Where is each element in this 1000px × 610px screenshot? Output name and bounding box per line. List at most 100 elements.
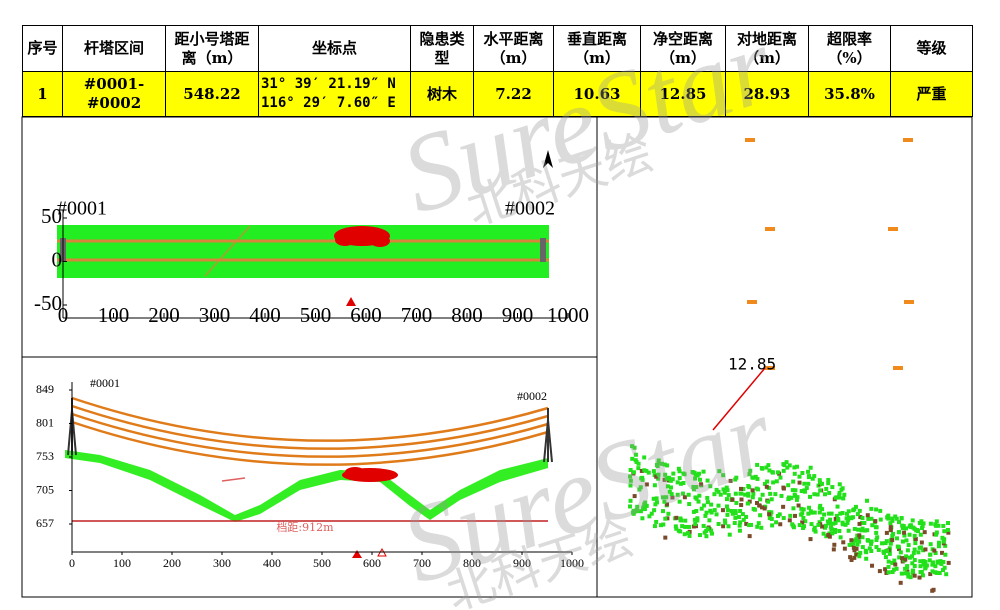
y-tick-label: 657 <box>36 516 54 530</box>
cloud-point <box>851 541 856 546</box>
cloud-point <box>643 500 648 505</box>
cloud-point <box>898 550 903 555</box>
cloud-point <box>759 466 764 471</box>
cloud-point <box>628 504 633 509</box>
cloud-point <box>840 486 845 491</box>
cloud-point <box>695 516 700 521</box>
cloud-point <box>668 485 673 490</box>
cloud-point <box>846 517 851 522</box>
cloud-point <box>826 481 831 486</box>
cloud-point <box>651 469 656 474</box>
cloud-point <box>893 514 898 519</box>
cloud-point <box>849 516 854 521</box>
cloud-point <box>807 505 812 510</box>
cloud-point <box>883 541 888 546</box>
hazard-marker <box>352 550 362 558</box>
cloud-point <box>887 551 892 556</box>
y-tick-label: -50 <box>34 291 62 315</box>
cloud-point <box>833 517 838 522</box>
tower-label: #0002 <box>517 389 547 403</box>
cloud-point <box>760 492 765 497</box>
hazard-table: 序号 杆塔区间 距小号塔距离（m） 坐标点 隐患类型 水平距离（m） 垂直距离（m） 净空距离… <box>22 25 973 117</box>
cloud-point <box>890 560 895 565</box>
cloud-point <box>836 518 841 523</box>
cloud-point <box>791 506 796 511</box>
cloud-point <box>675 492 680 497</box>
cloud-point <box>773 492 778 497</box>
cloud-point <box>902 530 907 535</box>
cloud-point <box>628 468 633 473</box>
cloud-point <box>919 526 924 531</box>
cloud-point <box>633 458 638 463</box>
cloud-point <box>640 516 645 521</box>
cloud-point <box>847 542 852 547</box>
x-tick-label: 1000 <box>560 556 584 570</box>
cloud-point <box>826 532 831 537</box>
cloud-point <box>722 518 727 523</box>
cloud-point <box>792 465 797 470</box>
cloud-point <box>946 521 951 526</box>
cloud-point <box>838 535 843 540</box>
cloud-point <box>874 530 879 535</box>
cloud-point <box>865 528 870 533</box>
cloud-point <box>940 550 945 555</box>
cloud-point <box>909 525 914 530</box>
cloud-point <box>833 520 838 525</box>
cloud-point <box>934 519 939 524</box>
cloud-point <box>667 489 672 494</box>
cloud-point <box>679 518 684 523</box>
cloud-point <box>755 476 760 481</box>
cloud-point <box>664 476 669 481</box>
cloud-point <box>884 530 889 535</box>
cloud-point <box>842 492 847 497</box>
cloud-point <box>653 502 658 507</box>
cell: 10.63 <box>553 71 641 117</box>
header-cell: 隐患类型 <box>410 25 474 72</box>
cloud-point <box>860 545 865 550</box>
cloud-point <box>739 497 744 502</box>
cloud-point <box>660 495 665 500</box>
cloud-point <box>808 465 813 470</box>
cloud-point <box>855 512 860 517</box>
cloud-point <box>808 537 813 542</box>
cloud-point <box>810 476 815 481</box>
cloud-point <box>812 525 817 530</box>
cloud-point <box>802 489 807 494</box>
cloud-point <box>774 479 779 484</box>
cloud-point <box>716 521 721 526</box>
cloud-point <box>774 520 779 525</box>
cloud-point <box>843 522 848 527</box>
cloud-point <box>806 475 811 480</box>
cloud-point <box>837 490 842 495</box>
x-tick-label: 800 <box>451 303 483 327</box>
north-arrow <box>543 150 553 168</box>
x-tick-label: 700 <box>413 556 431 570</box>
x-tick-label: 500 <box>300 303 332 327</box>
x-tick-label: 200 <box>148 303 180 327</box>
cloud-point <box>663 472 668 477</box>
y-tick-label: 849 <box>36 382 54 396</box>
cloud-point <box>865 498 870 503</box>
cell: 35.8% <box>808 71 891 117</box>
cloud-point <box>942 565 947 570</box>
cloud-point <box>869 506 874 511</box>
cloud-point <box>766 499 771 504</box>
cloud-point <box>687 524 692 529</box>
cell: 7.22 <box>473 71 554 117</box>
cloud-point <box>892 567 897 572</box>
cloud-point <box>693 522 698 527</box>
cloud-point <box>846 509 851 514</box>
cloud-point <box>739 503 744 508</box>
x-tick-label: 0 <box>58 303 69 327</box>
cloud-point <box>779 493 784 498</box>
cloud-point <box>855 533 860 538</box>
cloud-point <box>698 477 703 482</box>
cloud-point <box>916 550 921 555</box>
cloud-point <box>876 547 881 552</box>
cloud-point <box>812 510 817 515</box>
cloud-point <box>712 492 717 497</box>
cloud-point <box>683 524 688 529</box>
cloud-point <box>860 526 865 531</box>
cloud-point <box>756 487 761 492</box>
